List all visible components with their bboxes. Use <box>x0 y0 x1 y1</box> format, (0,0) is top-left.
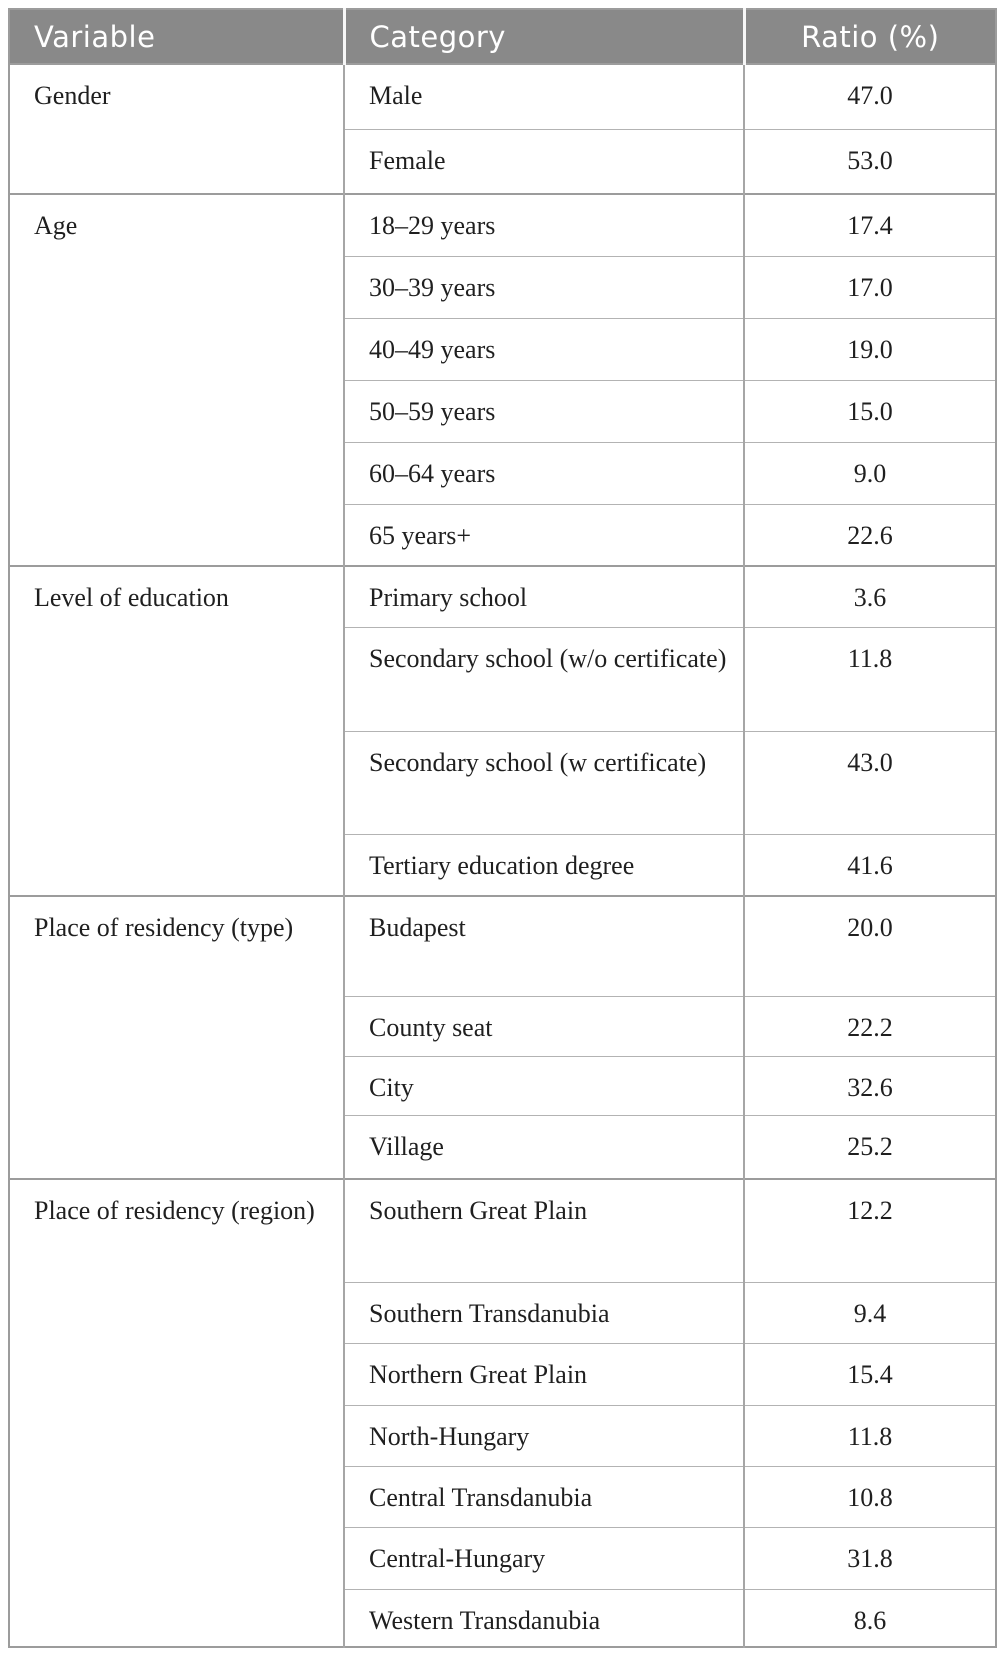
category-cell: Southern Transdanubia <box>343 1281 744 1343</box>
category-cell: 30–39 years <box>343 255 744 318</box>
category-cell: 50–59 years <box>343 379 744 442</box>
ratio-cell: 10.8 <box>743 1465 996 1527</box>
ratio-cell: 41.6 <box>743 833 996 896</box>
ratio-cell: 9.4 <box>743 1281 996 1343</box>
table-row: City 32.6 <box>9 1055 996 1115</box>
variable-cell: Place of residency (type) <box>9 895 344 1179</box>
table-row: Southern Transdanubia 9.4 <box>9 1281 996 1343</box>
table-row: Secondary school (w certificate) 43.0 <box>9 730 996 834</box>
category-cell: Northern Great Plain <box>343 1342 744 1405</box>
category-cell: Village <box>343 1114 744 1179</box>
table-row: Female 53.0 <box>9 128 996 194</box>
table-row: 65 years+ 22.6 <box>9 503 996 566</box>
category-cell: County seat <box>343 995 744 1056</box>
category-cell: Tertiary education degree <box>343 833 744 896</box>
table-row: 30–39 years 17.0 <box>9 255 996 318</box>
ratio-cell: 17.0 <box>743 255 996 318</box>
table-row: Western Transdanubia 8.6 <box>9 1588 996 1647</box>
header-row: Variable Category Ratio (%) <box>9 9 996 65</box>
variable-cell: Age <box>9 193 344 566</box>
variable-cell: Level of education <box>9 565 344 896</box>
table-row: Place of residency (type) Budapest 20.0 <box>9 895 996 1179</box>
category-cell: Female <box>343 128 744 194</box>
category-cell: Western Transdanubia <box>343 1588 744 1647</box>
table-row: Age 18–29 years 17.4 <box>9 193 996 566</box>
table-row: Level of education Primary school 3.6 <box>9 565 996 896</box>
ratio-cell: 9.0 <box>743 441 996 504</box>
category-cell: Male <box>343 63 744 129</box>
table-row: Central-Hungary 31.8 <box>9 1526 996 1589</box>
table-row: 50–59 years 15.0 <box>9 379 996 442</box>
table-row: Central Transdanubia 10.8 <box>9 1465 996 1527</box>
ratio-cell: 20.0 <box>743 895 996 996</box>
ratio-cell: 3.6 <box>743 565 996 627</box>
ratio-cell: 11.8 <box>743 626 996 731</box>
table-row: 40–49 years 19.0 <box>9 317 996 380</box>
variable-cell: Gender <box>9 63 344 194</box>
column-header-ratio: Ratio (%) <box>742 9 996 65</box>
ratio-cell: 43.0 <box>743 730 996 834</box>
category-cell: Budapest <box>343 895 744 996</box>
ratio-cell: 31.8 <box>743 1526 996 1589</box>
ratio-cell: 32.6 <box>743 1055 996 1115</box>
category-cell: Secondary school (w/o certificate) <box>343 626 744 731</box>
table-row: Northern Great Plain 15.4 <box>9 1342 996 1405</box>
table-row: Gender Male 47.0 <box>9 63 996 194</box>
ratio-cell: 15.0 <box>743 379 996 442</box>
table-row: Village 25.2 <box>9 1114 996 1179</box>
ratio-cell: 47.0 <box>743 63 996 129</box>
column-header-category: Category <box>342 9 744 65</box>
category-cell: 18–29 years <box>343 193 744 256</box>
ratio-cell: 19.0 <box>743 317 996 380</box>
column-header-variable: Variable <box>9 9 344 65</box>
table-row: County seat 22.2 <box>9 995 996 1056</box>
table-row: Place of residency (region) Southern Gre… <box>9 1178 996 1647</box>
category-cell: Central-Hungary <box>343 1526 744 1589</box>
category-cell: 65 years+ <box>343 503 744 566</box>
table-row: Secondary school (w/o certificate) 11.8 <box>9 626 996 731</box>
category-cell: Primary school <box>343 565 744 627</box>
category-cell: City <box>343 1055 744 1115</box>
ratio-cell: 15.4 <box>743 1342 996 1405</box>
ratio-cell: 22.2 <box>743 995 996 1056</box>
ratio-cell: 17.4 <box>743 193 996 256</box>
variable-cell: Place of residency (region) <box>9 1178 344 1647</box>
category-cell: Secondary school (w certificate) <box>343 730 744 834</box>
table-row: 60–64 years 9.0 <box>9 441 996 504</box>
ratio-cell: 8.6 <box>743 1588 996 1647</box>
category-cell: Central Transdanubia <box>343 1465 744 1527</box>
category-cell: 60–64 years <box>343 441 744 504</box>
category-cell: North-Hungary <box>343 1404 744 1466</box>
table-row: North-Hungary 11.8 <box>9 1404 996 1466</box>
ratio-cell: 22.6 <box>743 503 996 566</box>
ratio-cell: 25.2 <box>743 1114 996 1179</box>
ratio-cell: 12.2 <box>743 1178 996 1282</box>
category-cell: Southern Great Plain <box>343 1178 744 1282</box>
ratio-cell: 11.8 <box>743 1404 996 1466</box>
ratio-cell: 53.0 <box>743 128 996 194</box>
category-cell: 40–49 years <box>343 317 744 380</box>
demographics-table: Variable Category Ratio (%) Gender Male … <box>8 8 997 1648</box>
table-row: Tertiary education degree 41.6 <box>9 833 996 896</box>
